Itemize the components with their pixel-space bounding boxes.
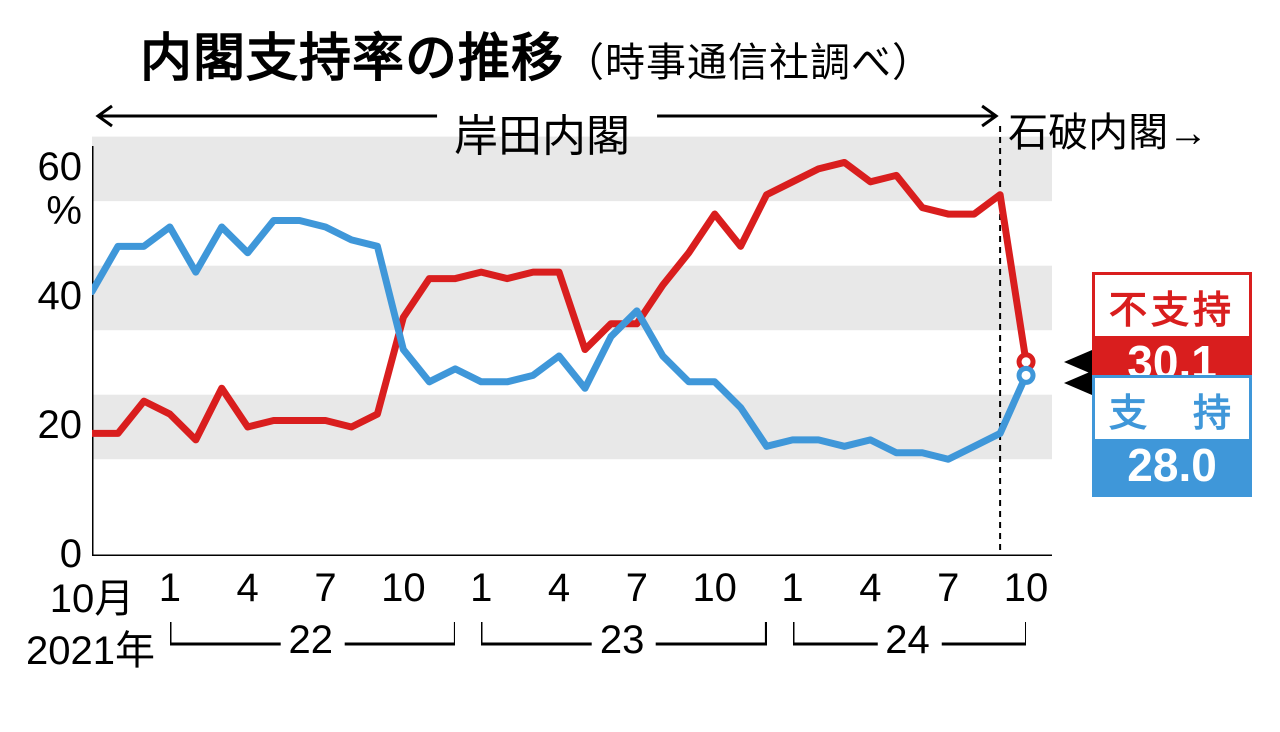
x-tick-label: 1	[159, 566, 181, 611]
year-label: 22	[289, 618, 334, 663]
x-tick-label: 4	[859, 566, 881, 611]
x-tick-label: 1	[470, 566, 492, 611]
callout-disapprove-pointer	[1064, 350, 1092, 374]
x-tick-label: 10月	[50, 566, 135, 624]
callout-support-value: 28.0	[1095, 439, 1249, 493]
x-tick-label: 4	[548, 566, 570, 611]
x-tick-label: 10	[1004, 566, 1049, 611]
x-tick-label: 4	[237, 566, 259, 611]
period-label-ishiba: 石破内閣→	[1008, 100, 1208, 158]
y-tick-label: 20	[8, 403, 82, 448]
callout-support-label: 支 持	[1095, 378, 1249, 439]
y-tick-label: 60	[8, 145, 82, 190]
x-tick-label: 1	[781, 566, 803, 611]
year-label: 2021年	[26, 618, 155, 676]
chart-svg	[92, 96, 1052, 556]
x-tick-label: 7	[937, 566, 959, 611]
subtitle-text: （時事通信社調べ）	[564, 41, 933, 85]
x-tick-label: 10	[692, 566, 737, 611]
y-tick-label: 40	[8, 274, 82, 319]
chart-plot-area	[92, 96, 1052, 556]
y-unit: %	[8, 189, 82, 234]
year-label: 23	[600, 618, 645, 663]
chart-title: 内閣支持率の推移（時事通信社調べ）	[140, 16, 933, 91]
callout-support-pointer	[1064, 371, 1092, 395]
callout-disapprove-label: 不支持	[1095, 275, 1249, 336]
title-text: 内閣支持率の推移	[140, 30, 564, 88]
period-label-kishida: 岸田内閣	[454, 100, 630, 164]
x-tick-label: 7	[626, 566, 648, 611]
x-tick-label: 10	[381, 566, 426, 611]
x-tick-label: 7	[314, 566, 336, 611]
year-label: 24	[885, 618, 930, 663]
callout-support: 支 持 28.0	[1092, 375, 1252, 496]
